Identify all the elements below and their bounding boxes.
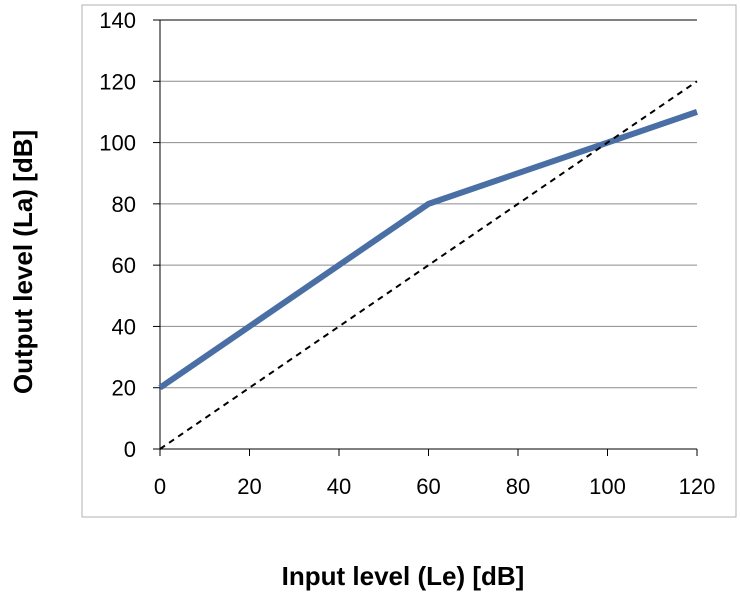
x-tick-label: 120 [679, 474, 716, 499]
axes [153, 19, 698, 456]
series [158, 80, 698, 450]
x-tick-label: 60 [416, 474, 440, 499]
y-tick-label: 140 [99, 8, 136, 33]
y-tick-label: 80 [112, 192, 136, 217]
tick-labels: 0 20 40 60 80 100 120 140 0 20 40 60 80 100 120 [99, 8, 715, 499]
x-tick-label: 0 [154, 474, 166, 499]
y-axis-title: Output level (La) [dB] [8, 130, 38, 394]
y-tick-label: 120 [99, 69, 136, 94]
x-tick-label: 80 [506, 474, 530, 499]
y-tick-label: 40 [112, 314, 136, 339]
reference-line-dashed [159, 80, 698, 450]
y-tick-label: 20 [112, 376, 136, 401]
output-level-line [158, 109, 698, 391]
y-tick-label: 60 [112, 253, 136, 278]
x-tick-label: 20 [237, 474, 261, 499]
x-tick-label: 40 [327, 474, 351, 499]
y-tick-label: 100 [99, 131, 136, 156]
x-axis-title: Input level (Le) [dB] [282, 561, 525, 591]
chart-frame [81, 4, 737, 518]
y-tick-label: 0 [124, 437, 136, 462]
x-tick-label: 100 [589, 474, 626, 499]
